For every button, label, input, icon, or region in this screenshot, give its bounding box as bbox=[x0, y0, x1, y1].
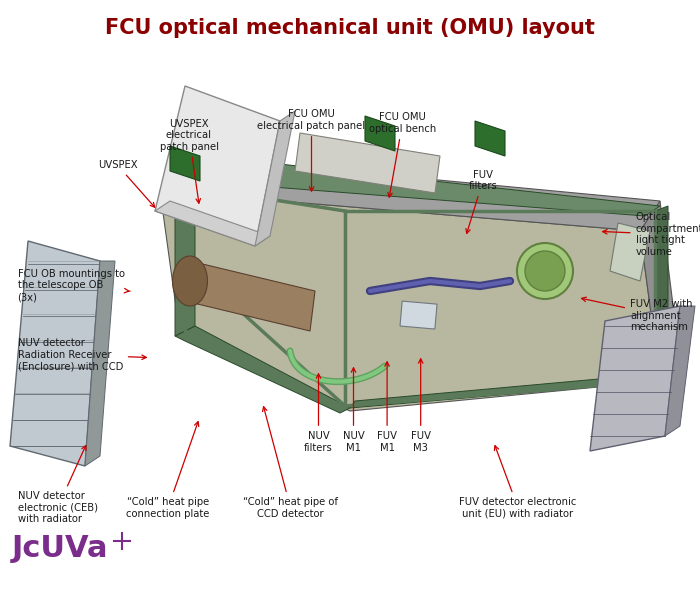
Text: NUV
filters: NUV filters bbox=[304, 374, 333, 453]
Polygon shape bbox=[255, 111, 295, 246]
Text: FCU OMU
optical bench: FCU OMU optical bench bbox=[369, 112, 436, 197]
Text: FUV M2 with
alignment
mechanism: FUV M2 with alignment mechanism bbox=[582, 297, 692, 332]
Circle shape bbox=[525, 251, 565, 291]
Ellipse shape bbox=[172, 256, 207, 306]
Text: FCU OMU
electrical patch panel: FCU OMU electrical patch panel bbox=[258, 109, 365, 191]
Text: “Cold” heat pipe of
CCD detector: “Cold” heat pipe of CCD detector bbox=[243, 407, 338, 519]
Circle shape bbox=[517, 243, 573, 299]
Polygon shape bbox=[185, 261, 315, 331]
Text: NUV detector
Radiation Receiver
(Enclosure) with CCD: NUV detector Radiation Receiver (Enclosu… bbox=[18, 338, 146, 371]
Text: UVSPEX: UVSPEX bbox=[98, 160, 155, 207]
Polygon shape bbox=[175, 153, 660, 216]
Polygon shape bbox=[350, 373, 665, 408]
Text: FUV
filters: FUV filters bbox=[466, 169, 498, 233]
Polygon shape bbox=[295, 133, 440, 193]
Polygon shape bbox=[175, 181, 195, 336]
Polygon shape bbox=[155, 201, 270, 246]
Polygon shape bbox=[170, 146, 200, 181]
Polygon shape bbox=[155, 86, 280, 246]
Polygon shape bbox=[85, 261, 115, 466]
Text: NUV detector
electronic (CEB)
with radiator: NUV detector electronic (CEB) with radia… bbox=[18, 445, 97, 525]
Polygon shape bbox=[365, 116, 395, 151]
Text: FUV
M1: FUV M1 bbox=[377, 362, 397, 453]
Text: JcUVa: JcUVa bbox=[12, 534, 109, 563]
Polygon shape bbox=[160, 191, 660, 411]
Polygon shape bbox=[475, 121, 505, 156]
Polygon shape bbox=[610, 223, 650, 281]
Text: NUV
M1: NUV M1 bbox=[342, 368, 365, 453]
Bar bbox=[400, 301, 437, 329]
Polygon shape bbox=[640, 201, 680, 381]
Text: FCU optical mechanical unit (OMU) layout: FCU optical mechanical unit (OMU) layout bbox=[105, 18, 595, 38]
Text: Optical
compartment
light tight
volume: Optical compartment light tight volume bbox=[603, 212, 700, 257]
Text: UVSPEX
electrical
patch panel: UVSPEX electrical patch panel bbox=[160, 118, 218, 203]
Text: FUV
M3: FUV M3 bbox=[411, 359, 430, 453]
Polygon shape bbox=[655, 206, 668, 381]
Polygon shape bbox=[665, 306, 695, 436]
Polygon shape bbox=[10, 241, 100, 466]
Text: FUV detector electronic
unit (EU) with radiator: FUV detector electronic unit (EU) with r… bbox=[459, 446, 577, 519]
Text: FCU OB mountings to
the telescope OB
(3x): FCU OB mountings to the telescope OB (3x… bbox=[18, 269, 130, 302]
Polygon shape bbox=[160, 156, 660, 231]
Polygon shape bbox=[175, 326, 350, 413]
Text: “Cold” heat pipe
connection plate: “Cold” heat pipe connection plate bbox=[126, 422, 210, 519]
Polygon shape bbox=[590, 306, 680, 451]
